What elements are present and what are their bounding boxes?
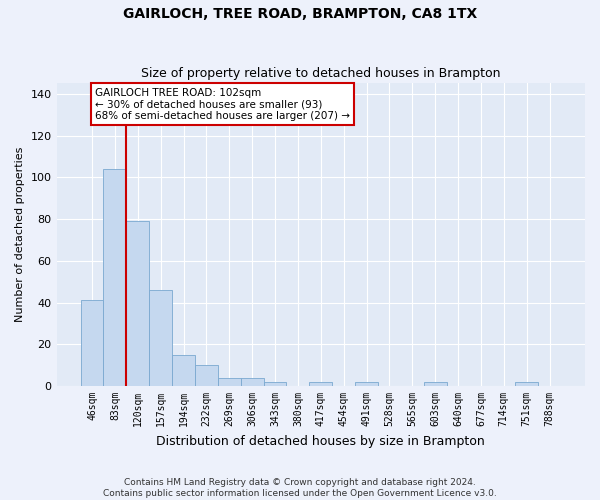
Text: GAIRLOCH, TREE ROAD, BRAMPTON, CA8 1TX: GAIRLOCH, TREE ROAD, BRAMPTON, CA8 1TX — [123, 8, 477, 22]
X-axis label: Distribution of detached houses by size in Brampton: Distribution of detached houses by size … — [157, 434, 485, 448]
Text: Contains HM Land Registry data © Crown copyright and database right 2024.
Contai: Contains HM Land Registry data © Crown c… — [103, 478, 497, 498]
Bar — [149, 290, 172, 386]
Bar — [218, 378, 241, 386]
Bar — [195, 365, 218, 386]
Text: GAIRLOCH TREE ROAD: 102sqm
← 30% of detached houses are smaller (93)
68% of semi: GAIRLOCH TREE ROAD: 102sqm ← 30% of deta… — [95, 88, 350, 121]
Bar — [355, 382, 378, 386]
Bar — [424, 382, 446, 386]
Bar — [515, 382, 538, 386]
Bar — [127, 221, 149, 386]
Bar — [241, 378, 263, 386]
Title: Size of property relative to detached houses in Brampton: Size of property relative to detached ho… — [141, 66, 500, 80]
Bar — [310, 382, 332, 386]
Bar — [263, 382, 286, 386]
Bar — [80, 300, 103, 386]
Y-axis label: Number of detached properties: Number of detached properties — [15, 147, 25, 322]
Bar — [172, 355, 195, 386]
Bar — [103, 169, 127, 386]
